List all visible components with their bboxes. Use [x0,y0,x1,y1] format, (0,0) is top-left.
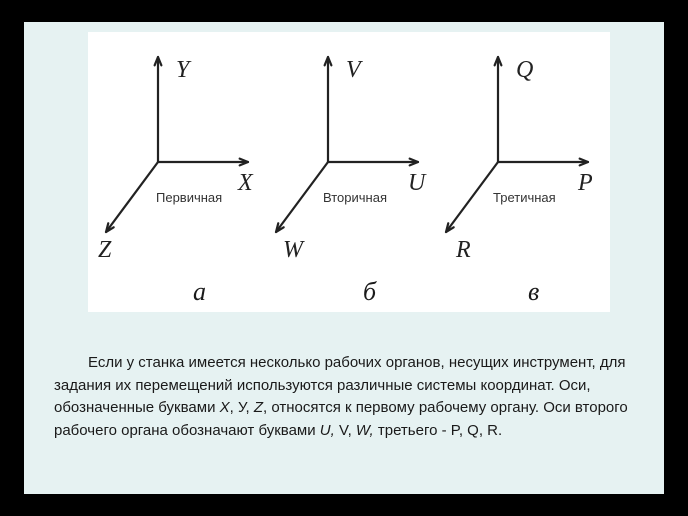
axis-label-u: U [408,170,425,197]
slide: YXZПервичнаяаVUWВторичнаябQPRТретичнаяв … [24,22,664,494]
caption-em-u: U, [320,422,335,439]
axis-label-y: Y [176,57,189,84]
axis-label-r: R [456,237,471,264]
caption-p4: V, [335,422,356,439]
axis-label-v: V [346,57,361,84]
axis-label-q: Q [516,57,533,84]
system-label-primary: Первичная [156,190,222,205]
panel-letter-primary: а [193,277,206,307]
system-label-secondary: Вторичная [323,190,387,205]
caption-p5: третьего - P, Q, R. [374,422,502,439]
caption-em-x: X [220,399,230,416]
axis-label-w: W [283,237,303,264]
caption-paragraph: Если у станка имеется несколько рабочих … [54,352,639,442]
system-label-tertiary: Третичная [493,190,556,205]
panel-letter-secondary: б [363,277,376,307]
axis-label-x: X [238,170,253,197]
axis-label-z: Z [98,237,111,264]
caption-p2: , У, [230,399,254,416]
coordinate-figure: Y X Z Первичная а V U W Вторичная б Q P R Третичная в [88,32,610,312]
axis-label-p: P [578,170,593,197]
panel-letter-tertiary: в [528,277,539,307]
caption-em-w: W, [356,422,374,439]
caption-em-z: Z [254,399,263,416]
